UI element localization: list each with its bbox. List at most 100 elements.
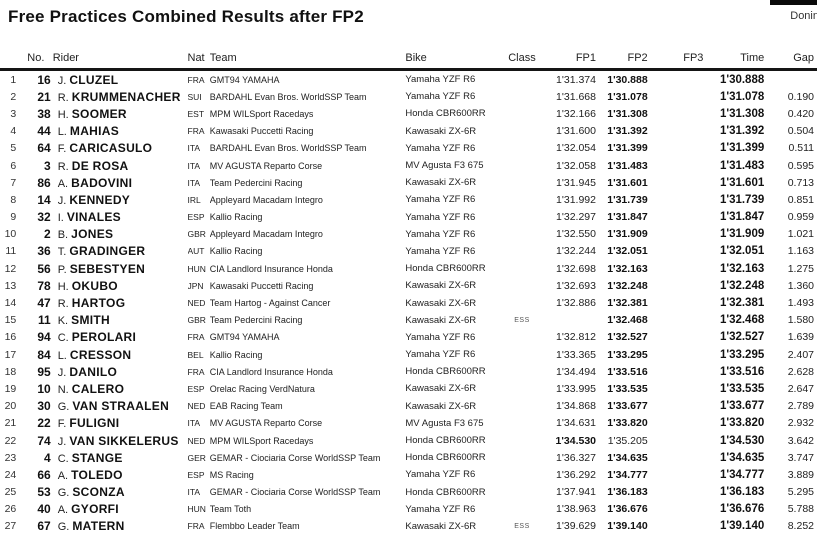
time-cell: 1'34.530	[719, 434, 765, 447]
gap-cell: 0.504	[787, 125, 814, 138]
fp3-cell	[650, 88, 706, 105]
nat-cell: ITA	[187, 487, 201, 498]
bike-cell: Kawasaki ZX-6R	[405, 400, 477, 412]
rider-surname: SOOMER	[71, 106, 127, 121]
nat-cell: FRA	[187, 332, 205, 343]
col-header-bike: Bike	[401, 44, 497, 71]
team-cell: Team Hartog - Against Cancer	[209, 298, 331, 309]
gap-cell: 0.420	[787, 107, 814, 120]
fp1-cell: 1'36.292	[556, 468, 596, 481]
table-row: 17 84 L. CRESSON BEL Kallio Racing Yamaha YZF…	[0, 346, 817, 363]
table-row: 25 53 G. SCONZA ITA GEMAR - Ciociaria Corse …	[0, 484, 817, 501]
rider-surname: JONES	[71, 227, 114, 242]
class-cell	[497, 88, 548, 105]
fp1-cell: 1'32.812	[556, 331, 596, 344]
rider-initial: K.	[57, 315, 72, 328]
bike-cell: Kawasaki ZX-6R	[405, 280, 477, 292]
rider-name-cell: K. SMITH	[53, 312, 188, 329]
fp2-cell: 1'34.777	[607, 468, 648, 481]
rider-surname: KENNEDY	[69, 192, 131, 207]
rider-number-cell: 3	[44, 158, 51, 173]
class-cell	[497, 105, 548, 122]
rider-surname: TOLEDO	[71, 467, 123, 482]
rider-name-cell: B. JONES	[53, 226, 188, 243]
rider-surname: VAN STRAALEN	[72, 399, 170, 414]
table-row: 3 38 H. SOOMER EST MPM WILSport Racedays Hond…	[0, 105, 817, 122]
table-row: 24 66 A. TOLEDO ESP MS Racing Yamaha YZF R6 1'…	[0, 466, 817, 483]
table-row: 15 11 K. SMITH GBR Team Pedercini Racing Kawa…	[0, 312, 817, 329]
table-row: 4 44 L. MAHIAS FRA Kawasaki Puccetti Racing K…	[0, 123, 817, 140]
rider-number-cell: 11	[38, 313, 51, 328]
team-cell: MV AGUSTA Reparto Corse	[209, 418, 323, 429]
bike-cell: Honda CBR600RR	[405, 435, 486, 447]
fp2-cell: 1'31.909	[607, 228, 648, 241]
rider-number-cell: 21	[37, 89, 51, 104]
col-header-class: Class	[496, 44, 548, 71]
nat-cell: GER	[187, 452, 206, 463]
fp1-cell: 1'39.629	[556, 520, 596, 533]
team-cell: Kawasaki Puccetti Racing	[209, 280, 314, 291]
rider-surname: SCONZA	[72, 485, 125, 500]
rider-name-cell: R. KRUMMENACHER	[53, 88, 188, 105]
team-cell: MPM WILSport Racedays	[209, 435, 314, 446]
time-cell: 1'31.399	[719, 142, 765, 155]
class-cell	[497, 346, 548, 363]
fp1-cell: 1'31.600	[556, 125, 596, 138]
gap-cell: 5.788	[787, 503, 814, 516]
class-cell	[497, 243, 548, 260]
fp1-cell: 1'32.058	[556, 159, 596, 172]
rider-surname: CALERO	[71, 381, 125, 396]
rider-initial: G.	[57, 487, 73, 500]
table-row: 5 64 F. CARICASULO ITA BARDAHL Evan Bros. Wo…	[0, 140, 817, 157]
fp1-cell: 1'32.244	[556, 245, 596, 258]
nat-cell: HUN	[187, 263, 206, 274]
fp2-cell: 1'31.308	[607, 107, 648, 120]
fp2-cell: 1'33.677	[607, 400, 648, 413]
bike-cell: Kawasaki ZX-6R	[405, 177, 477, 189]
fp3-cell	[650, 140, 706, 157]
class-cell	[497, 209, 548, 226]
fp1-cell: 1'34.868	[556, 400, 596, 413]
gap-cell: 0.511	[788, 142, 815, 155]
fp1-cell: 1'31.992	[556, 193, 596, 206]
rider-name-cell: C. STANGE	[53, 449, 188, 466]
rider-surname: KRUMMENACHER	[71, 89, 181, 104]
col-header-no: No.	[20, 44, 53, 71]
nat-cell: FRA	[187, 366, 205, 377]
col-header-pos	[0, 44, 21, 71]
rider-number-cell: 2	[44, 227, 51, 242]
rider-surname: GYORFI	[71, 502, 119, 517]
gap-cell: 1.639	[787, 331, 814, 344]
time-cell: 1'36.183	[719, 486, 765, 499]
rider-initial: F.	[57, 418, 70, 431]
class-cell	[497, 501, 548, 518]
rider-name-cell: A. TOLEDO	[53, 466, 188, 483]
nat-cell: NED	[187, 401, 206, 412]
team-cell: Orelac Racing VerdNatura	[209, 383, 315, 394]
team-cell: MV AGUSTA Reparto Corse	[209, 160, 323, 171]
rider-initial: T.	[57, 246, 70, 259]
rider-name-cell: G. MATERN	[53, 518, 188, 535]
nat-cell: NED	[187, 435, 206, 446]
rider-name-cell: H. SOOMER	[53, 105, 188, 122]
rider-number-cell: 67	[37, 519, 51, 534]
rider-number-cell: 36	[37, 244, 51, 259]
fp2-cell: 1'34.635	[607, 451, 648, 464]
time-cell: 1'30.888	[719, 73, 765, 86]
gap-cell: 0.190	[787, 90, 814, 103]
table-row: 10 2 B. JONES GBR Appleyard Macadam Integro Y…	[0, 226, 817, 243]
fp3-cell	[650, 243, 706, 260]
fp3-cell	[650, 415, 706, 432]
class-cell	[497, 157, 548, 174]
fp3-cell	[650, 346, 706, 363]
rider-name-cell: G. SCONZA	[53, 484, 188, 501]
team-cell: BARDAHL Evan Bros. WorldSSP Team	[209, 91, 367, 102]
rider-name-cell: N. CALERO	[53, 380, 188, 397]
rider-surname: PEROLARI	[71, 330, 137, 345]
bike-cell: Kawasaki ZX-6R	[405, 314, 477, 326]
rider-name-cell: J. CLUZEL	[53, 70, 188, 89]
rider-name-cell: A. GYORFI	[53, 501, 188, 518]
fp3-cell	[650, 157, 706, 174]
bike-cell: Kawasaki ZX-6R	[405, 383, 477, 395]
rider-initial: A.	[57, 177, 72, 190]
